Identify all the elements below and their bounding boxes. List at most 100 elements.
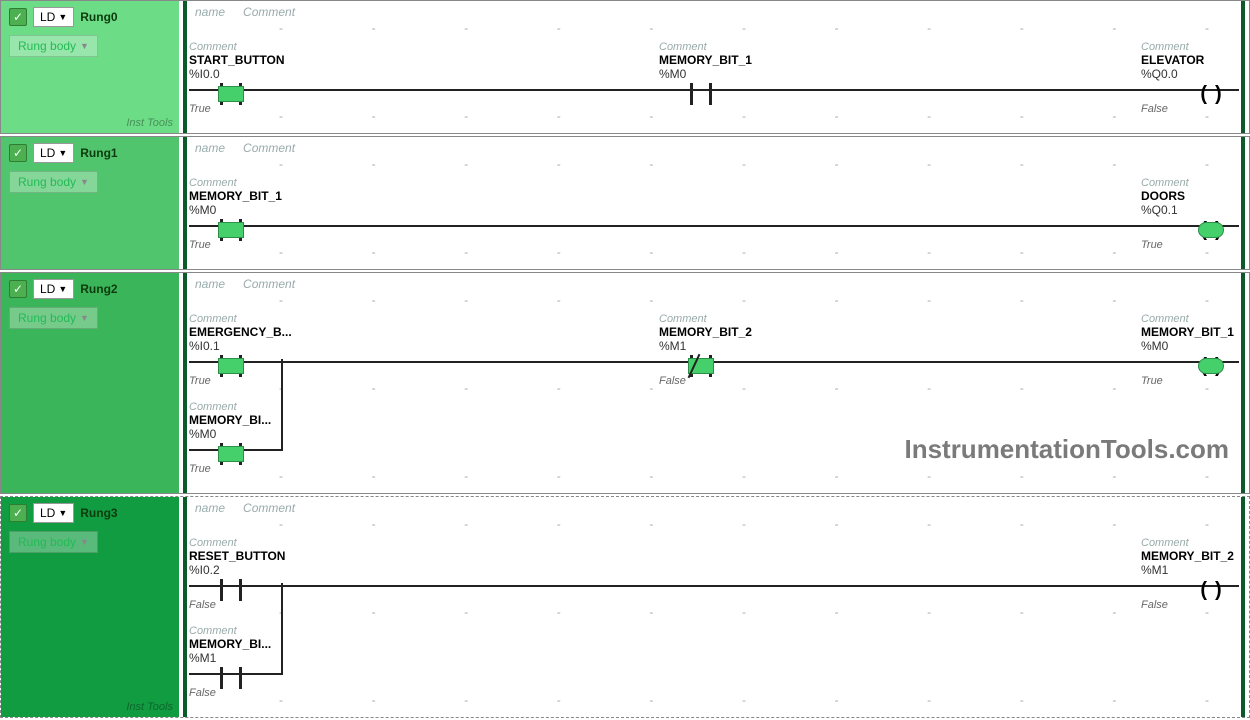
power-rail-right	[1241, 137, 1245, 269]
ladder-element[interactable]: Comment RESET_BUTTON %I0.2 False	[189, 537, 319, 611]
rung-valid-check-icon: ✓	[9, 8, 27, 26]
rung-title: Rung3	[80, 506, 117, 520]
element-comment-label: Comment	[1141, 313, 1250, 325]
element-name: MEMORY_BI...	[189, 413, 319, 427]
element-address: %Q0.1	[1141, 203, 1250, 217]
placeholder-dash-row: -----------	[189, 107, 1239, 125]
element-address: %I0.0	[189, 67, 319, 81]
ladder-element[interactable]: Comment MEMORY_BI... %M1 False	[189, 625, 319, 699]
rung-canvas[interactable]: nameComment----------- Comment EMERGENCY…	[179, 273, 1249, 493]
placeholder-dash-row: -----------	[189, 515, 1239, 533]
rung-body-dropdown[interactable]: Rung body ▼	[9, 531, 98, 553]
ld-label: LD	[40, 146, 55, 160]
element-address: %I0.1	[189, 339, 319, 353]
coil-symbol[interactable]: ()	[1197, 579, 1225, 601]
element-name: MEMORY_BI...	[189, 637, 319, 651]
power-rail-right	[1241, 273, 1245, 493]
contact-no-symbol[interactable]	[215, 667, 247, 689]
power-rail-left	[183, 137, 187, 269]
element-address: %M1	[659, 339, 789, 353]
element-value: False	[189, 687, 319, 699]
caret-down-icon: ▼	[80, 41, 89, 51]
contact-nc-symbol[interactable]	[685, 355, 717, 377]
element-name: ELEVATOR	[1141, 53, 1250, 67]
element-value: True	[189, 239, 319, 251]
ld-type-dropdown[interactable]: LD ▼	[33, 143, 74, 163]
rung-canvas[interactable]: nameComment----------- Comment RESET_BUT…	[179, 497, 1249, 717]
element-address: %M0	[189, 427, 319, 441]
contact-no-symbol[interactable]	[215, 579, 247, 601]
element-address: %M1	[1141, 563, 1250, 577]
caret-down-icon: ▼	[58, 148, 67, 158]
contact-no-symbol[interactable]	[215, 219, 247, 241]
element-value: True	[189, 463, 319, 475]
rung-body-label: Rung body	[18, 39, 76, 53]
element-value: True	[189, 375, 319, 387]
contact-no-symbol[interactable]	[215, 83, 247, 105]
ladder-element[interactable]: Comment MEMORY_BIT_1 %M0	[659, 41, 789, 103]
ladder-element[interactable]: Comment MEMORY_BIT_2 %M1 False	[659, 313, 789, 387]
ladder-element[interactable]: Comment ELEVATOR %Q0.0 () False	[1141, 41, 1250, 115]
power-rail-left	[183, 273, 187, 493]
element-address: %Q0.0	[1141, 67, 1250, 81]
element-comment-label: Comment	[659, 313, 789, 325]
element-comment-label: Comment	[659, 41, 789, 53]
ladder-element[interactable]: Comment MEMORY_BIT_1 %M0 () True	[1141, 313, 1250, 387]
element-comment-label: Comment	[189, 313, 319, 325]
ld-label: LD	[40, 10, 55, 24]
ladder-row: Comment RESET_BUTTON %I0.2 False Comment…	[189, 533, 1239, 603]
rung-valid-check-icon: ✓	[9, 280, 27, 298]
element-comment-label: Comment	[1141, 41, 1250, 53]
placeholder-dash-row: -----------	[189, 19, 1239, 37]
element-comment-label: Comment	[189, 401, 319, 413]
ladder-element[interactable]: Comment DOORS %Q0.1 () True	[1141, 177, 1250, 251]
coil-symbol[interactable]: ()	[1197, 355, 1225, 377]
rung-sidebar: ✓ LD ▼ Rung0 Rung body ▼ Inst Tools	[1, 1, 179, 133]
element-value: True	[1141, 239, 1250, 251]
ladder-element[interactable]: Comment MEMORY_BIT_1 %M0 True	[189, 177, 319, 251]
ladder-element[interactable]: Comment MEMORY_BIT_2 %M1 () False	[1141, 537, 1250, 611]
ladder-row: Comment EMERGENCY_B... %I0.1 True Commen…	[189, 309, 1239, 379]
rung-body-dropdown[interactable]: Rung body ▼	[9, 35, 98, 57]
caret-down-icon: ▼	[80, 313, 89, 323]
canvas-header: nameComment	[189, 5, 1239, 19]
wire	[189, 225, 1239, 227]
placeholder-dash-row: -----------	[189, 243, 1239, 261]
ld-type-dropdown[interactable]: LD ▼	[33, 279, 74, 299]
rung-body-label: Rung body	[18, 175, 76, 189]
contact-no-symbol[interactable]	[215, 443, 247, 465]
element-name: DOORS	[1141, 189, 1250, 203]
element-name: START_BUTTON	[189, 53, 319, 67]
ld-type-dropdown[interactable]: LD ▼	[33, 503, 74, 523]
power-rail-left	[183, 1, 187, 133]
ladder-element[interactable]: Comment EMERGENCY_B... %I0.1 True	[189, 313, 319, 387]
ladder-row: Comment MEMORY_BIT_1 %M0 True Comment DO…	[189, 173, 1239, 243]
wire	[189, 585, 1239, 587]
canvas-header: nameComment	[189, 277, 1239, 291]
rung-body-dropdown[interactable]: Rung body ▼	[9, 307, 98, 329]
ld-label: LD	[40, 282, 55, 296]
rung-canvas[interactable]: nameComment----------- Comment MEMORY_BI…	[179, 137, 1249, 269]
ladder-element[interactable]: Comment START_BUTTON %I0.0 True	[189, 41, 319, 115]
rung-sidebar: ✓ LD ▼ Rung1 Rung body ▼	[1, 137, 179, 269]
ld-type-dropdown[interactable]: LD ▼	[33, 7, 74, 27]
caret-down-icon: ▼	[58, 284, 67, 294]
rung-body-dropdown[interactable]: Rung body ▼	[9, 171, 98, 193]
coil-symbol[interactable]: ()	[1197, 219, 1225, 241]
element-value: True	[189, 103, 319, 115]
rung-2[interactable]: ✓ LD ▼ Rung2 Rung body ▼ nameComment----…	[0, 272, 1250, 494]
contact-no-symbol[interactable]	[215, 355, 247, 377]
rung-canvas[interactable]: nameComment----------- Comment START_BUT…	[179, 1, 1249, 133]
coil-symbol[interactable]: ()	[1197, 83, 1225, 105]
rung-body-label: Rung body	[18, 311, 76, 325]
rung-1[interactable]: ✓ LD ▼ Rung1 Rung body ▼ nameComment----…	[0, 136, 1250, 270]
contact-no-symbol[interactable]	[685, 83, 717, 105]
rung-3[interactable]: ✓ LD ▼ Rung3 Rung body ▼ Inst Tools name…	[0, 496, 1250, 718]
caret-down-icon: ▼	[58, 12, 67, 22]
watermark: InstrumentationTools.com	[904, 434, 1229, 465]
canvas-header: nameComment	[189, 501, 1239, 515]
ladder-element[interactable]: Comment MEMORY_BI... %M0 True	[189, 401, 319, 475]
element-name: EMERGENCY_B...	[189, 325, 319, 339]
rung-0[interactable]: ✓ LD ▼ Rung0 Rung body ▼ Inst Tools name…	[0, 0, 1250, 134]
element-comment-label: Comment	[189, 537, 319, 549]
